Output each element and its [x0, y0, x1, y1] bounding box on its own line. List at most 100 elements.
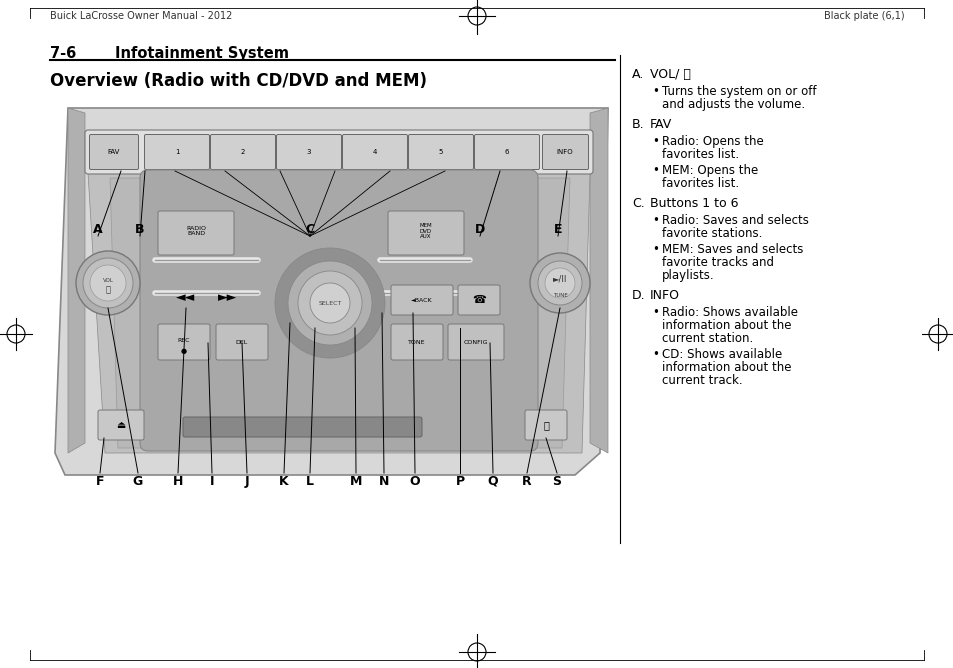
- Text: I: I: [210, 475, 214, 488]
- Circle shape: [310, 283, 350, 323]
- Circle shape: [288, 261, 372, 345]
- FancyBboxPatch shape: [524, 410, 566, 440]
- FancyBboxPatch shape: [342, 134, 407, 170]
- Text: CD: Shows available: CD: Shows available: [661, 348, 781, 361]
- Text: Buick LaCrosse Owner Manual - 2012: Buick LaCrosse Owner Manual - 2012: [50, 11, 233, 21]
- Text: ●: ●: [181, 348, 187, 354]
- FancyBboxPatch shape: [85, 130, 593, 174]
- Text: 5: 5: [438, 149, 443, 155]
- FancyBboxPatch shape: [388, 211, 463, 255]
- FancyBboxPatch shape: [457, 285, 499, 315]
- Circle shape: [297, 271, 361, 335]
- Text: TONE: TONE: [408, 339, 425, 345]
- Text: ☎: ☎: [472, 295, 485, 305]
- Text: •: •: [651, 243, 659, 256]
- Text: 1: 1: [174, 149, 179, 155]
- Text: INFO: INFO: [557, 149, 573, 155]
- Text: E: E: [553, 223, 561, 236]
- Text: ◄◄: ◄◄: [176, 291, 195, 305]
- Text: •: •: [651, 164, 659, 177]
- Text: 6: 6: [504, 149, 509, 155]
- Circle shape: [274, 248, 385, 358]
- FancyBboxPatch shape: [448, 324, 503, 360]
- Text: TUNE: TUNE: [552, 293, 567, 297]
- Text: J: J: [244, 475, 249, 488]
- FancyBboxPatch shape: [158, 324, 210, 360]
- Polygon shape: [88, 173, 589, 453]
- Text: favorite tracks and: favorite tracks and: [661, 256, 773, 269]
- Polygon shape: [110, 178, 569, 448]
- Text: K: K: [279, 475, 289, 488]
- Text: •: •: [651, 306, 659, 319]
- FancyBboxPatch shape: [474, 134, 539, 170]
- Text: O: O: [409, 475, 420, 488]
- Text: B: B: [135, 223, 145, 236]
- Text: VOL: VOL: [103, 277, 113, 283]
- FancyBboxPatch shape: [98, 410, 144, 440]
- Text: FAV: FAV: [649, 118, 672, 131]
- Text: favorite stations.: favorite stations.: [661, 227, 761, 240]
- Circle shape: [83, 258, 132, 308]
- Text: 7-6: 7-6: [50, 46, 76, 61]
- Text: C.: C.: [631, 197, 644, 210]
- FancyBboxPatch shape: [276, 134, 341, 170]
- Text: Radio: Shows available: Radio: Shows available: [661, 306, 797, 319]
- Text: M: M: [350, 475, 362, 488]
- Text: B.: B.: [631, 118, 644, 131]
- Text: Black plate (6,1): Black plate (6,1): [823, 11, 904, 21]
- Circle shape: [544, 268, 575, 298]
- FancyBboxPatch shape: [140, 170, 537, 451]
- Text: MEM
DVD
AUX: MEM DVD AUX: [419, 223, 432, 239]
- FancyBboxPatch shape: [408, 134, 473, 170]
- Text: A: A: [93, 223, 103, 236]
- Text: H: H: [172, 475, 183, 488]
- Text: •: •: [651, 135, 659, 148]
- Text: CONFIG: CONFIG: [463, 339, 488, 345]
- Text: Buttons 1 to 6: Buttons 1 to 6: [649, 197, 738, 210]
- Text: DEL: DEL: [235, 339, 248, 345]
- Circle shape: [90, 265, 126, 301]
- Text: favorites list.: favorites list.: [661, 148, 739, 161]
- Text: A.: A.: [631, 68, 643, 81]
- Circle shape: [537, 261, 581, 305]
- Text: current station.: current station.: [661, 332, 753, 345]
- Text: Infotainment System: Infotainment System: [115, 46, 289, 61]
- Text: information about the: information about the: [661, 319, 791, 332]
- FancyBboxPatch shape: [391, 324, 442, 360]
- Polygon shape: [55, 108, 607, 475]
- Text: F: F: [95, 475, 104, 488]
- FancyBboxPatch shape: [144, 134, 210, 170]
- Text: playlists.: playlists.: [661, 269, 714, 282]
- FancyBboxPatch shape: [211, 134, 275, 170]
- Circle shape: [530, 253, 589, 313]
- Text: favorites list.: favorites list.: [661, 177, 739, 190]
- Text: C: C: [305, 223, 314, 236]
- Text: •: •: [651, 348, 659, 361]
- Text: D.: D.: [631, 289, 645, 302]
- Text: SELECT: SELECT: [318, 301, 341, 305]
- Text: MEM: Opens the: MEM: Opens the: [661, 164, 758, 177]
- Text: Radio: Opens the: Radio: Opens the: [661, 135, 763, 148]
- Text: •: •: [651, 214, 659, 227]
- Text: 4: 4: [373, 149, 376, 155]
- Text: and adjusts the volume.: and adjusts the volume.: [661, 98, 804, 111]
- Text: P: P: [455, 475, 464, 488]
- Text: L: L: [306, 475, 314, 488]
- Circle shape: [76, 251, 140, 315]
- FancyBboxPatch shape: [158, 211, 233, 255]
- Text: ►►: ►►: [218, 291, 237, 305]
- Text: INFO: INFO: [649, 289, 679, 302]
- Text: Overview (Radio with CD/DVD and MEM): Overview (Radio with CD/DVD and MEM): [50, 72, 427, 90]
- FancyBboxPatch shape: [542, 134, 588, 170]
- Text: 3: 3: [307, 149, 311, 155]
- Text: •: •: [651, 85, 659, 98]
- Text: ⏻: ⏻: [542, 420, 548, 430]
- FancyBboxPatch shape: [215, 324, 268, 360]
- Text: Q: Q: [487, 475, 497, 488]
- Text: ◄BACK: ◄BACK: [411, 297, 433, 303]
- Text: G: G: [132, 475, 143, 488]
- FancyBboxPatch shape: [391, 285, 453, 315]
- Text: REC: REC: [177, 338, 190, 343]
- Text: RADIO
BAND: RADIO BAND: [186, 226, 206, 236]
- FancyBboxPatch shape: [90, 134, 138, 170]
